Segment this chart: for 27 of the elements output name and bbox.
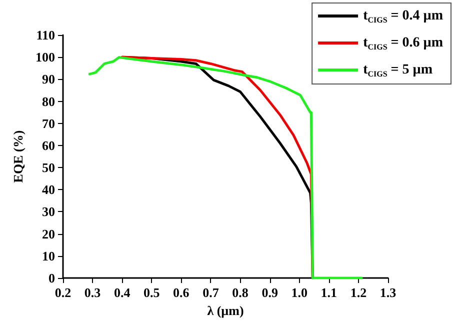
y-tick-label: 80 [42, 94, 55, 109]
x-tick-label: 0.5 [144, 285, 160, 300]
x-tick-label: 0.4 [114, 285, 131, 300]
y-tick-label: 90 [42, 72, 55, 87]
x-tick-label: 1.0 [291, 285, 308, 300]
x-tick-label: 0.3 [84, 285, 102, 300]
x-tick-label: 0.8 [232, 285, 249, 300]
x-tick-label: 0.2 [54, 285, 72, 300]
y-tick-label: 10 [42, 248, 55, 264]
y-tick-label: 0 [48, 270, 55, 286]
x-axis-title: λ (µm) [207, 303, 244, 318]
y-tick-label: 110 [36, 28, 55, 42]
x-tick-label: 1.2 [350, 285, 367, 300]
x-tick-label: 0.7 [202, 285, 220, 300]
x-tick-label: 1.1 [320, 285, 338, 300]
x-tick-label: 0.9 [262, 285, 278, 300]
y-tick-label: 60 [42, 138, 55, 153]
x-tick-label: 1.3 [380, 285, 397, 300]
y-tick-label: 40 [42, 182, 55, 198]
x-tick-label: 0.6 [173, 285, 190, 300]
y-tick-label: 70 [42, 116, 55, 131]
line-series [88, 56, 363, 280]
y-tick-label: 100 [36, 50, 55, 65]
y-tick-label: 20 [42, 226, 55, 242]
y-axis-title: EQE (%) [10, 130, 26, 183]
y-tick-label: 30 [42, 204, 55, 220]
y-tick-label: 50 [42, 160, 55, 176]
